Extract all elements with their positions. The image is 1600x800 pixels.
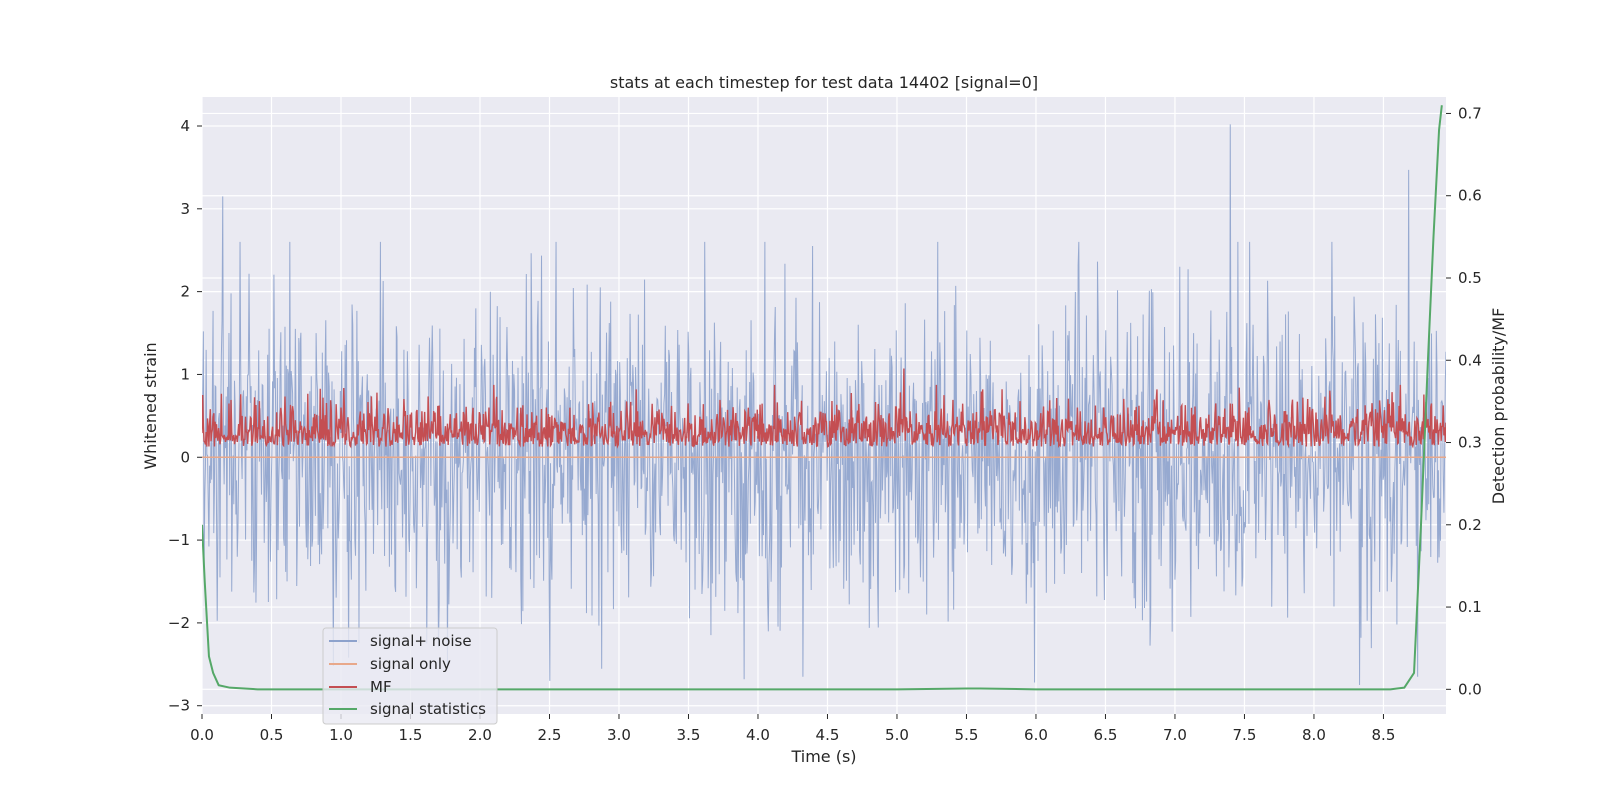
y-tick-label-right: 0.7 xyxy=(1458,104,1482,122)
legend-label-signal-noise: signal+ noise xyxy=(370,632,472,650)
ticks-layer: 0.0 0.5 1.0 1.5 2.0 2.5 3.0 3.5 4.0 4.5 5.0 5.5 6.0 6… xyxy=(168,104,1482,744)
y-tick-label-left: −3 xyxy=(168,697,190,715)
y-tick-label-right: 0.4 xyxy=(1458,351,1482,369)
x-tick-label: 0.0 xyxy=(190,726,214,744)
series-layer xyxy=(202,105,1446,691)
x-tick-label: 1.5 xyxy=(399,726,423,744)
x-tick-label: 4.5 xyxy=(816,726,840,744)
y-tick-label-left: −2 xyxy=(168,614,190,632)
chart-title: stats at each timestep for test data 144… xyxy=(610,73,1038,92)
y-tick-label-left: 4 xyxy=(180,117,190,135)
y-tick-label-right: 0.6 xyxy=(1458,187,1482,205)
x-tick-label: 3.5 xyxy=(677,726,701,744)
y-tick-label-left: 0 xyxy=(180,448,190,466)
x-tick-label: 5.5 xyxy=(955,726,979,744)
x-tick-label: 7.5 xyxy=(1233,726,1257,744)
legend-label-signal-only: signal only xyxy=(370,655,451,673)
x-axis-label: Time (s) xyxy=(790,747,856,766)
y-tick-label-right: 0.0 xyxy=(1458,680,1482,698)
legend-label-signal-statistics: signal statistics xyxy=(370,700,486,718)
legend: signal+ noise signal only MF signal stat… xyxy=(322,627,498,725)
x-tick-label: 8.5 xyxy=(1372,726,1396,744)
x-tick-label: 0.5 xyxy=(260,726,284,744)
x-tick-label: 1.0 xyxy=(329,726,353,744)
x-tick-label: 6.5 xyxy=(1094,726,1118,744)
y-tick-label-right: 0.1 xyxy=(1458,598,1482,616)
y-tick-label-left: 1 xyxy=(180,365,190,383)
y-tick-label-right: 0.5 xyxy=(1458,269,1482,287)
x-tick-label: 2.5 xyxy=(538,726,562,744)
legend-label-mf: MF xyxy=(370,678,392,696)
x-tick-label: 7.0 xyxy=(1163,726,1187,744)
x-tick-label: 2.0 xyxy=(468,726,492,744)
x-tick-label: 3.0 xyxy=(607,726,631,744)
y-tick-label-left: −1 xyxy=(168,531,190,549)
y-axis-label-right: Detection probability/MF xyxy=(1489,308,1508,505)
series-line-mf xyxy=(202,368,1446,449)
x-tick-label: 6.0 xyxy=(1024,726,1048,744)
x-tick-label: 4.0 xyxy=(746,726,770,744)
y-tick-label-right: 0.2 xyxy=(1458,516,1482,534)
y-axis-label-left: Whitened strain xyxy=(141,342,160,469)
y-tick-label-right: 0.3 xyxy=(1458,434,1482,452)
y-tick-label-left: 2 xyxy=(180,283,190,301)
x-tick-label: 5.0 xyxy=(885,726,909,744)
y-tick-label-left: 3 xyxy=(180,200,190,218)
series-line-signal-statistics xyxy=(202,105,1443,691)
x-tick-label: 8.0 xyxy=(1302,726,1326,744)
legend-box xyxy=(322,627,498,725)
